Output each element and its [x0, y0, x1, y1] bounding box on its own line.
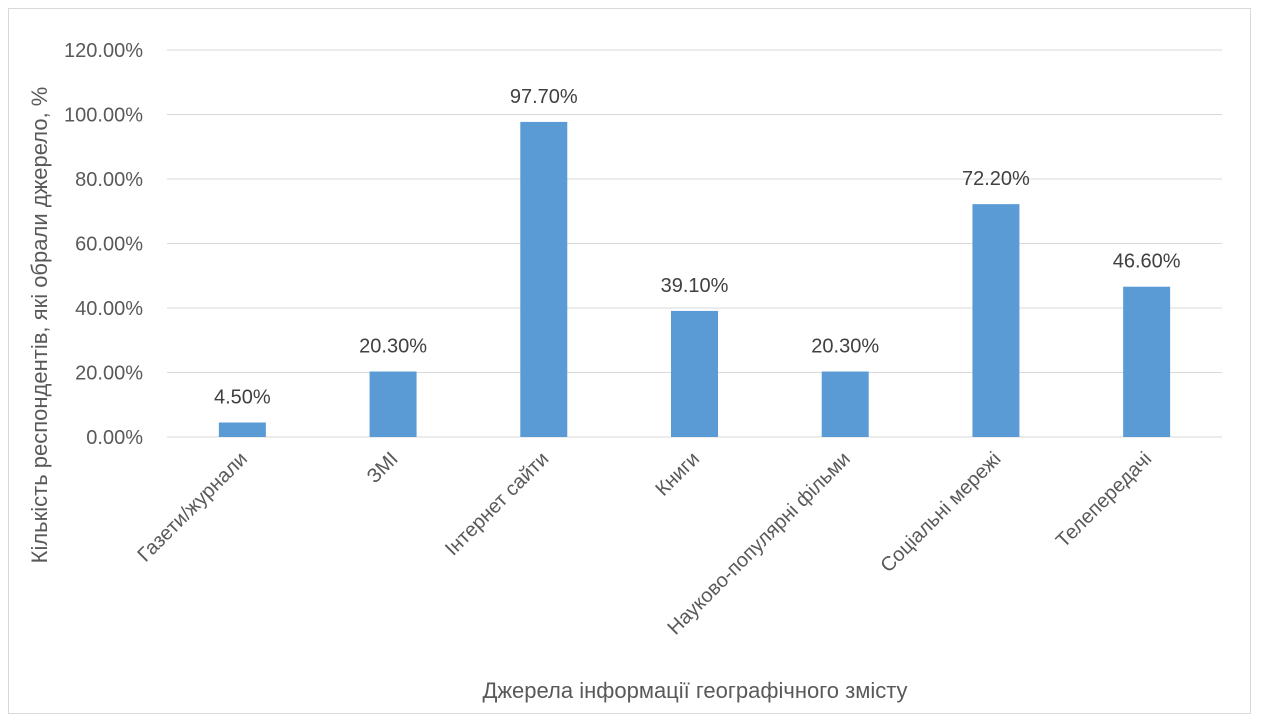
y-axis-tick-labels: 0.00% 20.00% 40.00% 60.00% 80.00% 100.00% 120.… — [64, 40, 143, 449]
y-axis-title: Кількість респондентів, які обрали джере… — [27, 87, 52, 564]
data-labels: 4.50% 20.30% 97.70% 39.10% 20.30% 72.20% 46.60… — [214, 86, 1181, 409]
y-tick-label: 80.00% — [75, 169, 143, 191]
gridlines — [167, 49, 1222, 438]
data-label: 46.60% — [1113, 251, 1181, 273]
bar — [821, 371, 869, 437]
x-tick-label: Інтернет сайти — [441, 448, 553, 560]
chart-frame — [8, 8, 1251, 714]
y-tick-label: 40.00% — [75, 298, 143, 320]
x-tick-label: Телепередачі — [1052, 448, 1156, 552]
data-label: 4.50% — [214, 386, 271, 408]
bar — [520, 121, 568, 437]
x-axis-title: Джерела інформації географічного змісту — [482, 678, 907, 703]
data-label: 39.10% — [661, 275, 729, 297]
x-tick-label: Науково-популярні фільми — [663, 448, 854, 639]
x-tick-label: Книги — [651, 448, 704, 501]
data-label: 97.70% — [510, 86, 578, 108]
y-tick-label: 0.00% — [86, 427, 143, 449]
y-tick-label: 20.00% — [75, 363, 143, 385]
x-tick-label: Газети/журнали — [134, 448, 252, 566]
data-label: 20.30% — [811, 336, 879, 358]
bar — [671, 310, 718, 437]
bar — [218, 422, 266, 437]
bar — [369, 371, 417, 437]
bars — [218, 121, 1171, 437]
x-tick-label: ЗМІ — [363, 448, 403, 488]
y-tick-label: 100.00% — [64, 105, 143, 127]
bar — [1123, 286, 1171, 437]
bar — [972, 204, 1020, 437]
y-tick-label: 120.00% — [64, 40, 143, 62]
y-tick-label: 60.00% — [75, 234, 143, 256]
x-tick-label: Соціальні мережі — [876, 448, 1005, 577]
data-label: 72.20% — [962, 168, 1030, 190]
data-label: 20.30% — [359, 336, 427, 358]
x-axis-tick-labels: Газети/журнали ЗМІ Інтернет сайти КнигиНаук… — [134, 448, 1157, 639]
